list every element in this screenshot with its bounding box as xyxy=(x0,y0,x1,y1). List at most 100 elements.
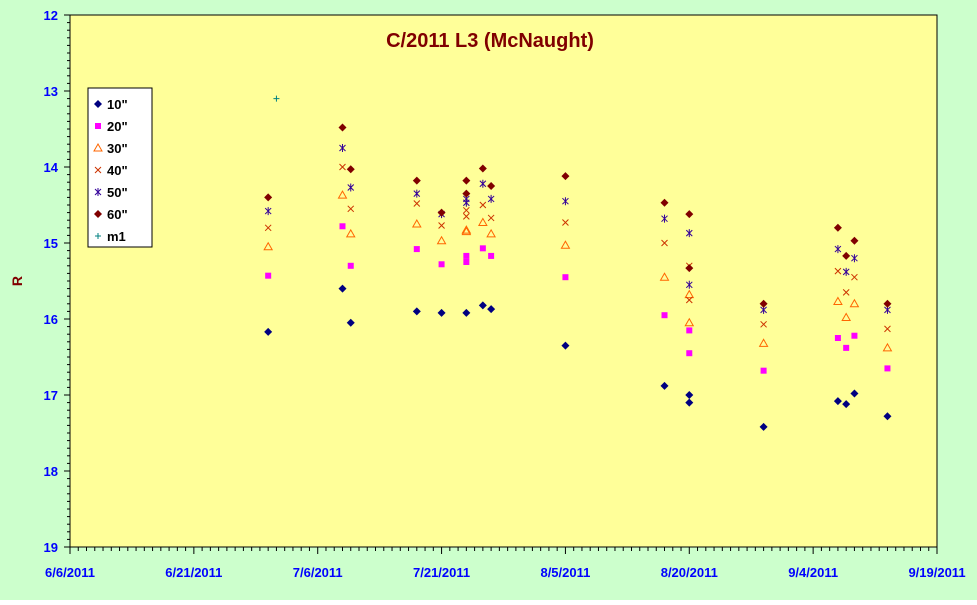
x-tick-label: 7/6/2011 xyxy=(293,565,343,580)
data-point xyxy=(661,312,668,319)
series-50 xyxy=(264,144,891,314)
data-point xyxy=(685,210,694,219)
data-point xyxy=(759,299,768,308)
data-point xyxy=(413,189,421,198)
data-point xyxy=(339,223,346,230)
data-point xyxy=(842,400,851,409)
data-point xyxy=(462,213,470,220)
data-point xyxy=(346,318,355,327)
data-point xyxy=(851,273,858,281)
legend-marker xyxy=(94,100,102,108)
data-point xyxy=(562,197,569,206)
data-point xyxy=(850,389,859,398)
data-point xyxy=(265,272,272,279)
y-axis-label: R xyxy=(9,276,25,286)
data-point xyxy=(413,246,420,253)
legend-label: 20" xyxy=(107,119,128,134)
data-point xyxy=(686,327,693,334)
data-point xyxy=(338,284,347,293)
data-point xyxy=(487,305,496,314)
y-tick-label: 13 xyxy=(44,84,58,99)
x-tick-label: 8/20/2011 xyxy=(661,565,718,580)
data-point xyxy=(461,226,472,236)
x-axis: 6/6/2011 6/21/2011 7/6/2011 7/21/2011 8/5/20… xyxy=(45,547,966,580)
y-tick-label: 12 xyxy=(44,8,58,23)
series-30 xyxy=(263,190,893,352)
data-point xyxy=(339,144,346,152)
legend-label: 10" xyxy=(107,97,128,112)
data-point xyxy=(842,251,851,260)
data-point xyxy=(477,217,488,226)
data-point xyxy=(851,332,858,339)
data-point xyxy=(264,327,273,336)
data-point xyxy=(659,272,670,281)
data-point xyxy=(833,223,842,232)
data-point xyxy=(661,239,668,247)
y-tick-label: 18 xyxy=(44,464,58,479)
legend-label: 40" xyxy=(107,163,128,178)
data-point xyxy=(438,222,445,229)
data-point xyxy=(479,201,487,209)
series-10 xyxy=(264,284,892,431)
data-point xyxy=(337,190,348,199)
legend-label: 50" xyxy=(107,185,128,200)
data-point xyxy=(760,320,767,328)
data-point xyxy=(685,296,693,304)
data-point xyxy=(684,289,695,299)
data-point xyxy=(461,225,472,234)
data-point xyxy=(478,164,487,173)
data-points xyxy=(263,95,893,431)
data-point xyxy=(487,214,495,222)
data-point xyxy=(264,224,272,232)
data-point xyxy=(884,365,891,372)
data-point xyxy=(462,308,471,317)
data-point xyxy=(462,206,470,214)
data-point xyxy=(339,163,346,171)
data-point xyxy=(347,262,354,269)
y-tick-label: 14 xyxy=(44,160,59,175)
data-point xyxy=(843,344,850,351)
series-20 xyxy=(265,223,891,374)
data-point xyxy=(685,264,694,273)
data-point xyxy=(273,95,280,102)
data-point xyxy=(758,338,769,347)
plot-area xyxy=(69,14,938,548)
data-point xyxy=(438,261,445,268)
y-tick-label: 17 xyxy=(44,388,58,403)
data-point xyxy=(850,236,859,245)
data-point xyxy=(562,219,569,226)
y-axis: 12 13 14 15 16 17 18 19 xyxy=(44,8,70,555)
data-point xyxy=(661,214,668,223)
legend-box xyxy=(87,87,153,248)
legend-label: 60" xyxy=(107,207,128,222)
data-point xyxy=(685,229,693,238)
data-point xyxy=(851,254,858,263)
data-point xyxy=(347,205,355,213)
data-point xyxy=(462,176,471,185)
x-tick-label: 9/19/2011 xyxy=(908,565,965,580)
data-point xyxy=(759,422,768,431)
data-point xyxy=(660,198,669,207)
data-point xyxy=(849,298,860,308)
legend-marker xyxy=(93,142,103,152)
data-point xyxy=(463,252,470,259)
data-point xyxy=(264,193,273,202)
legend: 10" 20" 30" 40" 50" 60" m1 xyxy=(87,87,153,248)
x-tick-label: 6/21/2011 xyxy=(165,565,222,580)
legend-marker xyxy=(94,210,102,218)
data-point xyxy=(346,165,355,174)
series-m1 xyxy=(273,95,280,102)
series-40 xyxy=(264,163,891,333)
data-point xyxy=(487,182,496,190)
y-tick-label: 19 xyxy=(44,540,58,555)
data-point xyxy=(479,245,486,252)
legend-label: 30" xyxy=(107,141,128,156)
data-point xyxy=(479,179,487,188)
y-tick-label: 15 xyxy=(44,236,58,251)
data-point xyxy=(412,176,421,185)
data-point xyxy=(347,183,355,192)
data-point xyxy=(760,367,767,374)
data-point xyxy=(834,267,842,275)
